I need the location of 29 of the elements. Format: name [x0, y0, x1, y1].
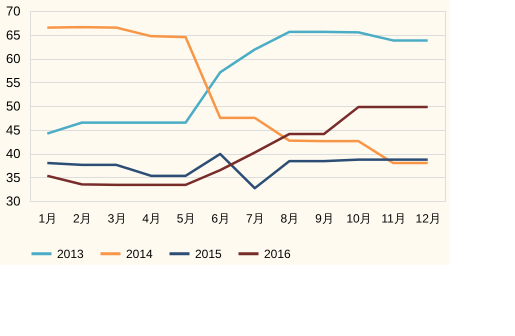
x-tick-label: 5月 [176, 212, 196, 226]
legend-label: 2016 [264, 246, 292, 261]
y-tick-label: 55 [6, 74, 20, 90]
y-tick-label: 60 [6, 51, 20, 66]
x-tick-label: 10月 [346, 212, 372, 226]
y-tick-label: 30 [6, 194, 20, 208]
y-tick-label: 65 [6, 27, 20, 42]
x-tick-label: 12月 [416, 212, 441, 226]
line-series [46, 106, 429, 186]
x-tick-label: 8月 [280, 212, 300, 226]
y-tick-label: 35 [6, 170, 20, 185]
x-tick-label: 7月 [246, 212, 265, 226]
y-tick-label: 50 [6, 98, 20, 114]
x-tick-label: 11月 [381, 212, 406, 226]
line-series [46, 152, 429, 190]
legend-label: 2013 [57, 246, 84, 261]
x-tick-label: 3月 [108, 212, 126, 226]
y-tick-label: 40 [6, 146, 20, 161]
x-tick-label: 2月 [73, 212, 92, 226]
x-tick-label: 6月 [211, 212, 230, 226]
y-tick-label: 70 [6, 4, 20, 18]
x-tick-label: 1月 [38, 212, 58, 226]
y-tick-label: 45 [6, 122, 20, 138]
x-tick-label: 9月 [315, 212, 334, 226]
legend-label: 2014 [126, 246, 154, 261]
line-series [46, 30, 429, 135]
line-series [46, 26, 429, 164]
x-tick-label: 4月 [142, 212, 161, 226]
legend-label: 2015 [195, 246, 222, 261]
